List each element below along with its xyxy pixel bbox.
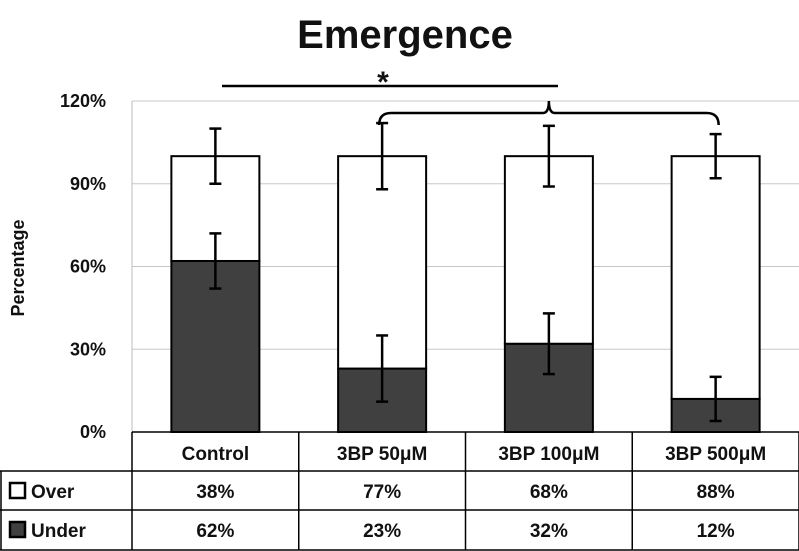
error-bar-over [209, 127, 222, 185]
data-label: 88% [697, 482, 735, 503]
significance-annotation: * [222, 66, 720, 126]
data-label: 32% [530, 521, 568, 542]
error-bar-over [709, 132, 722, 180]
error-bar-under [542, 312, 555, 376]
data-label: 12% [697, 521, 735, 542]
error-bar-under [209, 232, 222, 290]
y-tick-label: 90% [70, 174, 106, 194]
legend-label: Over [31, 482, 75, 503]
legend-swatch [8, 481, 27, 500]
data-label: 77% [363, 482, 401, 503]
data-label: 38% [196, 482, 234, 503]
bars [170, 155, 761, 434]
bar-over [337, 155, 428, 370]
error-bar-under [709, 375, 722, 423]
bar-over [670, 155, 761, 400]
data-label: 23% [363, 521, 401, 542]
error-bar-under [376, 334, 389, 403]
significance-bracket [377, 100, 720, 126]
y-tick-label: 0% [80, 422, 106, 442]
significance-star: * [377, 66, 389, 99]
bar-under [503, 342, 594, 434]
y-tick-label: 60% [70, 257, 106, 277]
error-bars [209, 121, 722, 423]
category-label: 3BP 100μM [498, 444, 599, 465]
error-bar-over [542, 124, 555, 188]
y-axis: 0% 30% 60% 90% 120% [60, 91, 133, 442]
y-tick-label: 120% [60, 91, 106, 111]
legend-swatch [8, 520, 27, 539]
legend-label: Under [31, 521, 87, 542]
category-label: 3BP 50μM [337, 444, 427, 465]
data-table: Control 3BP 50μM 3BP 100μM 3BP 500μM Over 38%… [0, 431, 799, 551]
data-label: 62% [196, 521, 234, 542]
y-tick-label: 30% [70, 339, 106, 359]
category-label: 3BP 500μM [665, 444, 766, 465]
chart-title: Emergence [297, 13, 513, 57]
y-axis-label: Percentage [8, 219, 28, 316]
data-label: 68% [530, 482, 568, 503]
category-label: Control [182, 444, 250, 465]
